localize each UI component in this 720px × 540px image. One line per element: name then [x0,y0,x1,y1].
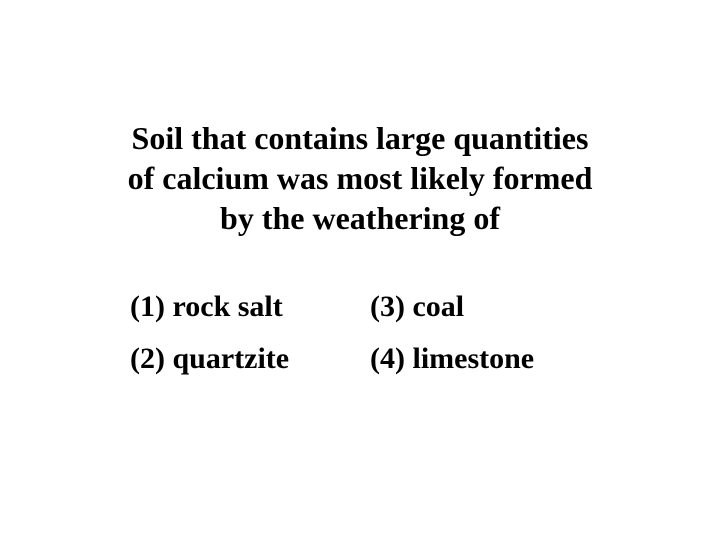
question-block: Soil that contains large quantities of c… [0,118,720,238]
option-4: (4) limestone [370,342,610,376]
question-line-2: of calcium was most likely formed [0,158,720,198]
options-row-2: (2) quartzite (4) limestone [130,342,610,376]
option-3: (3) coal [370,290,610,324]
question-line-3: by the weathering of [0,198,720,238]
options-block: (1) rock salt (3) coal (2) quartzite (4)… [130,290,610,394]
option-2: (2) quartzite [130,342,370,376]
question-line-1: Soil that contains large quantities [0,118,720,158]
options-row-1: (1) rock salt (3) coal [130,290,610,324]
option-1: (1) rock salt [130,290,370,324]
